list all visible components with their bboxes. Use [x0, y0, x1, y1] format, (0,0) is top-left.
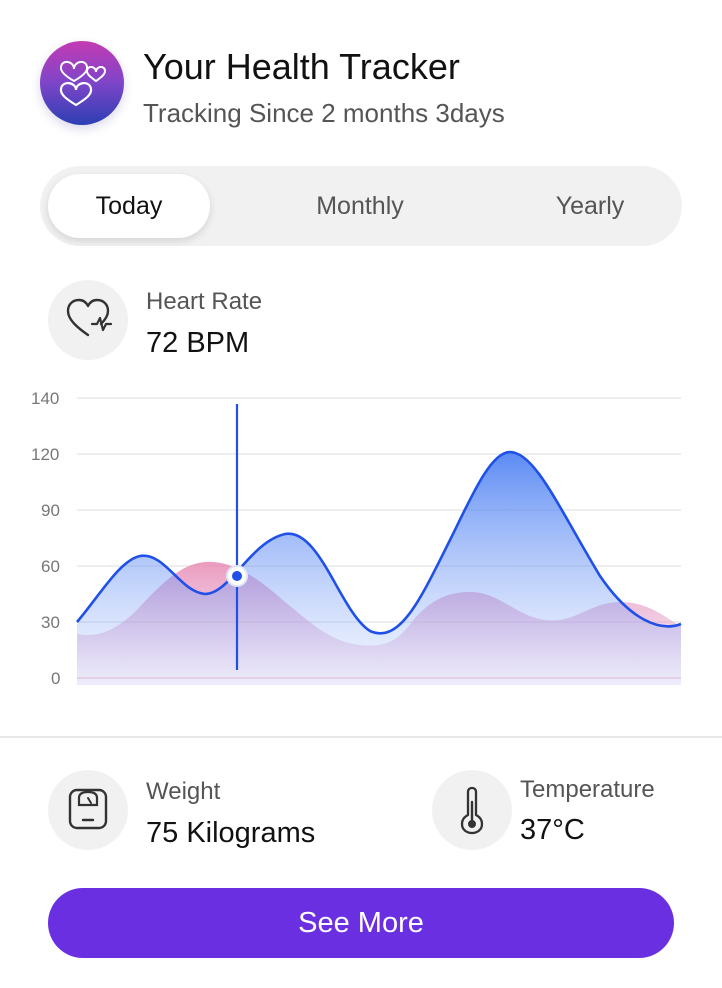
- period-tabs: Today Monthly Yearly: [40, 166, 682, 246]
- app-title: Your Health Tracker: [143, 46, 460, 87]
- weight-label: Weight: [146, 778, 221, 805]
- tab-monthly[interactable]: Monthly: [316, 191, 404, 220]
- scale-icon: [48, 770, 128, 850]
- thermometer-icon: [432, 770, 512, 850]
- series-blue-area: [77, 452, 681, 685]
- y-tick-90: 90: [41, 501, 60, 520]
- tab-yearly[interactable]: Yearly: [555, 191, 625, 220]
- heart-rate-label: Heart Rate: [146, 288, 263, 315]
- section-divider: [0, 736, 722, 738]
- tab-today[interactable]: Today: [48, 174, 210, 238]
- y-tick-30: 30: [41, 613, 60, 632]
- temperature-label: Temperature: [520, 776, 655, 803]
- y-tick-0: 0: [51, 669, 60, 688]
- chart-cursor-dot: [232, 571, 242, 581]
- heart-rate-chart: 140 120 90 60 30 0: [31, 389, 682, 688]
- hearts-icon: [40, 41, 124, 125]
- temperature-value: 37°C: [520, 814, 585, 846]
- series-blue-line: [76, 450, 682, 635]
- weight-value: 75 Kilograms: [146, 817, 316, 849]
- heart-pulse-icon: [48, 280, 128, 360]
- see-more-button[interactable]: See More: [48, 888, 674, 958]
- y-tick-120: 120: [31, 445, 59, 464]
- header: Your Health Tracker Tracking Since 2 mon…: [40, 40, 680, 130]
- heart-rate-value: 72 BPM: [146, 327, 250, 359]
- y-tick-140: 140: [31, 389, 59, 408]
- y-tick-60: 60: [41, 557, 60, 576]
- app-subtitle: Tracking Since 2 months 3days: [143, 98, 505, 128]
